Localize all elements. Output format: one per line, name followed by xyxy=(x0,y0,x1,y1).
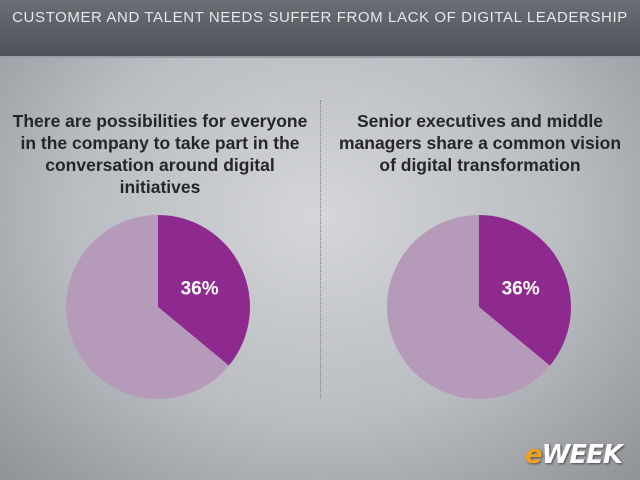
chart-title-left: There are possibilities for everyone in … xyxy=(12,111,308,197)
panel-divider xyxy=(320,100,321,398)
logo-e: e xyxy=(525,440,543,470)
pie-slice-left-0 xyxy=(158,215,250,366)
eweek-logo: eWEEK xyxy=(525,440,623,470)
page-title: CUSTOMER AND TALENT NEEDS SUFFER FROM LA… xyxy=(12,9,628,26)
pie-slice-left-1 xyxy=(66,215,229,399)
header-bar: CUSTOMER AND TALENT NEEDS SUFFER FROM LA… xyxy=(0,0,640,58)
pie-slice-right-1 xyxy=(387,215,550,399)
pie-chart-right: 36% xyxy=(387,215,571,399)
pie-slice-right-0 xyxy=(479,215,571,366)
pie-label-left-0: 36% xyxy=(181,278,219,299)
chart-title-right: Senior executives and middle managers sh… xyxy=(338,111,622,175)
pie-chart-left: 36% xyxy=(66,215,250,399)
pie-label-right-0: 36% xyxy=(502,278,540,299)
logo-week: WEEK xyxy=(541,440,623,470)
